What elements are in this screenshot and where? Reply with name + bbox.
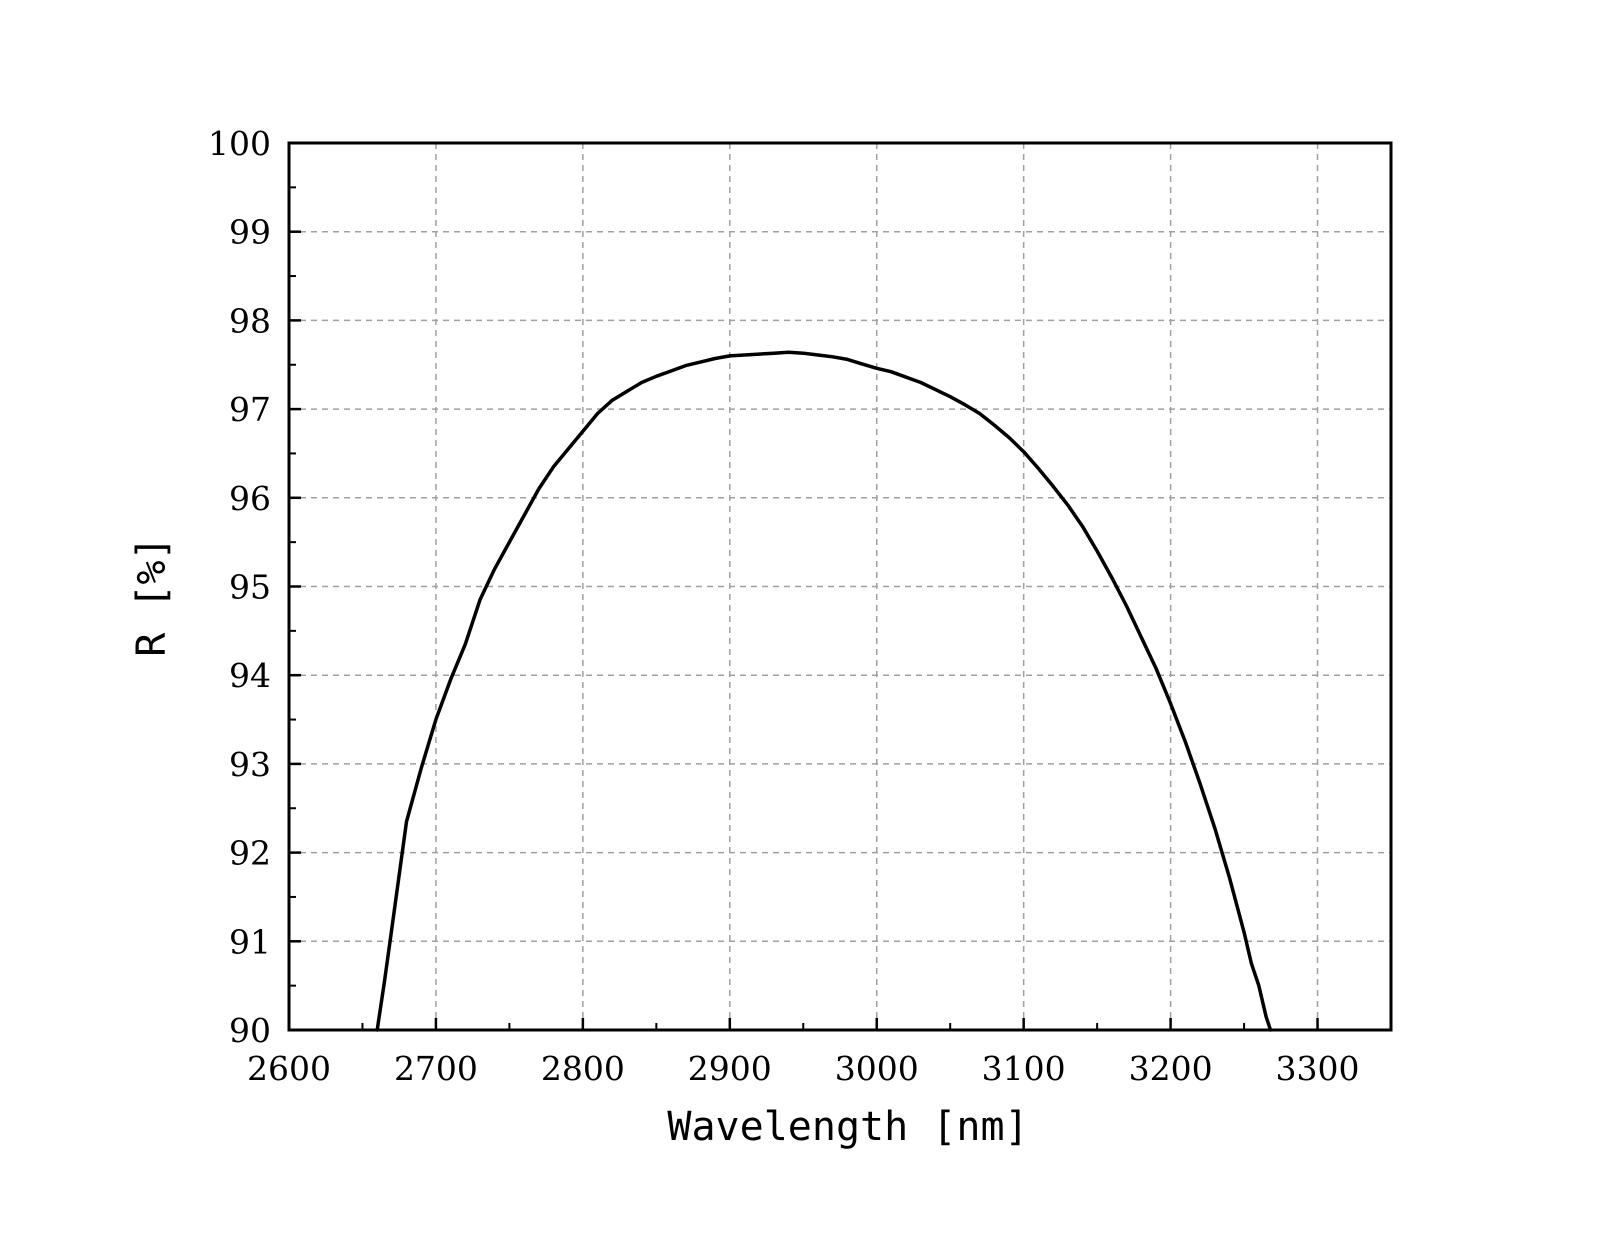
y-tick-label: 99 — [229, 213, 271, 252]
x-tick-label: 2800 — [541, 1049, 625, 1088]
plot-area-frame — [287, 141, 1393, 1032]
y-tick-label: 100 — [208, 124, 271, 163]
x-tick-label: 3000 — [835, 1049, 919, 1088]
y-tick-label: 95 — [229, 568, 271, 607]
x-tick-label: 3100 — [982, 1049, 1066, 1088]
x-tick-label: 2900 — [688, 1049, 772, 1088]
x-axis-tick-labels: 2600 2700 2800 2900 3000 3100 3200 3300 — [247, 1049, 1360, 1088]
y-tick-label: 91 — [229, 922, 271, 961]
y-tick-label: 96 — [229, 479, 271, 518]
x-tick-label: 2600 — [247, 1049, 331, 1088]
y-axis-tick-labels: 90 91 92 93 94 95 96 97 98 99 100 — [208, 124, 271, 1050]
grid-lines — [289, 143, 1391, 1030]
series-layer — [375, 350, 1273, 1032]
x-tick-label: 3200 — [1129, 1049, 1213, 1088]
reflectance-curve — [375, 350, 1273, 1032]
y-tick-label: 94 — [229, 656, 271, 695]
y-axis-title: R [%] — [129, 536, 175, 656]
x-axis-title: Wavelength [nm] — [667, 1104, 1028, 1150]
x-tick-label: 3300 — [1276, 1049, 1360, 1088]
y-tick-label: 93 — [229, 745, 271, 784]
x-tick-label: 2700 — [394, 1049, 478, 1088]
y-tick-label: 97 — [229, 390, 271, 429]
y-tick-label: 90 — [229, 1011, 271, 1050]
y-tick-label: 92 — [229, 834, 271, 873]
y-tick-label: 98 — [229, 301, 271, 340]
